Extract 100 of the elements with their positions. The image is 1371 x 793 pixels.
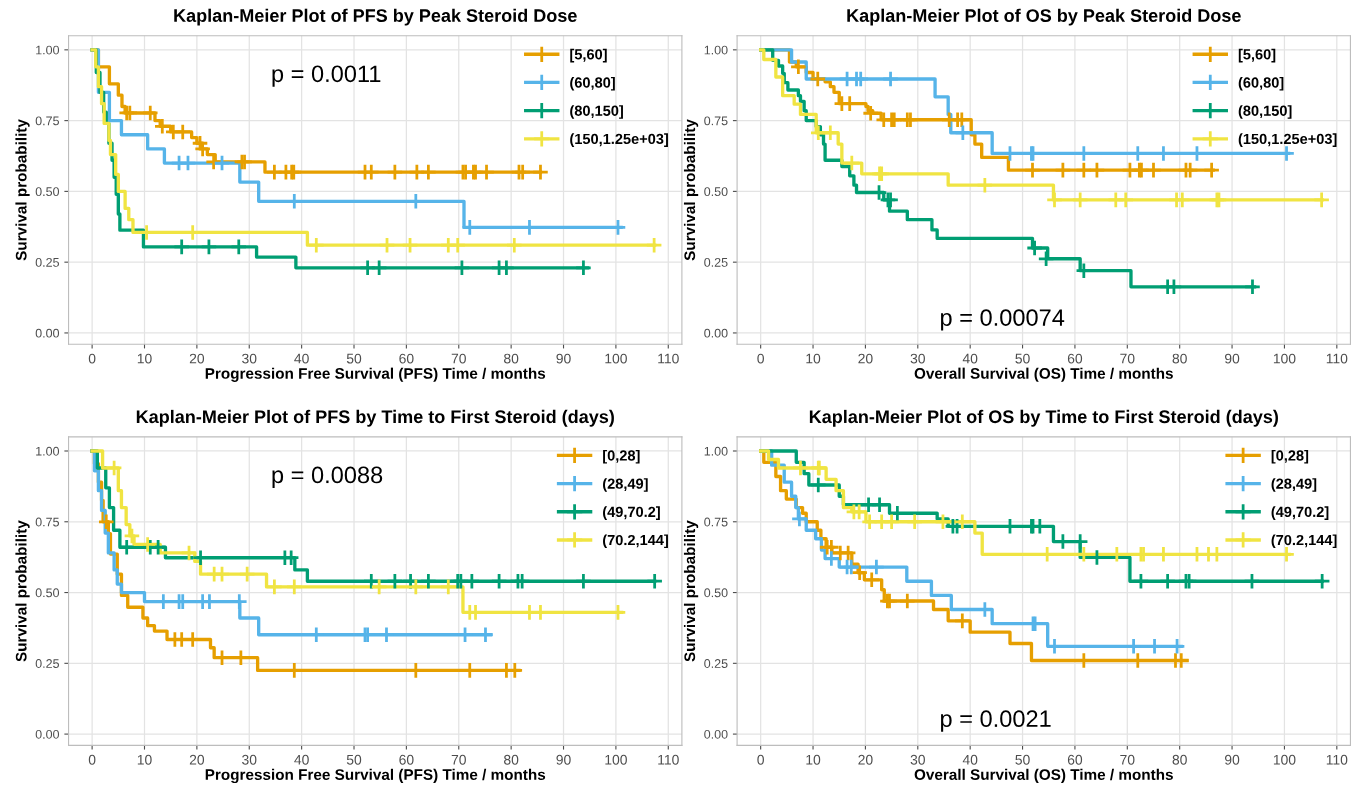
x-tick-label: 20: [858, 353, 873, 364]
chart-title: Kaplan-Meier Plot of OS by Time to First Steroid (days): [809, 409, 1278, 427]
y-tick-label: 0.50: [35, 187, 60, 197]
legend-label: (49,70.2]: [1271, 506, 1329, 520]
x-tick-label: 40: [962, 353, 978, 364]
legend-label: (49,70.2]: [603, 506, 660, 520]
x-tick-label: 60: [399, 353, 414, 364]
y-tick-label: 0.50: [704, 187, 728, 197]
legend-label: (60,80]: [570, 76, 615, 91]
x-tick-label: 60: [1067, 353, 1083, 364]
x-axis-title: Progression Free Survival (PFS) Time / months: [205, 768, 546, 784]
legend-label: (28,49]: [603, 478, 648, 492]
x-axis-title: Overall Survival (OS) Time / months: [914, 768, 1173, 784]
annotation: p = 0.0011: [272, 65, 381, 87]
y-axis-title: Survival probability: [683, 520, 699, 662]
x-tick-label: 10: [137, 353, 152, 364]
x-tick-label: 50: [346, 353, 362, 364]
x-tick-label: 90: [556, 353, 571, 364]
x-tick-label: 10: [806, 754, 821, 765]
annotation: p = 0.0021: [941, 710, 1051, 732]
x-tick-label: 100: [1273, 353, 1296, 364]
x-tick-label: 0: [88, 353, 96, 364]
x-tick-label: 100: [605, 754, 627, 765]
y-tick-label: 0.00: [704, 328, 728, 338]
x-tick-label: 90: [556, 754, 571, 765]
y-tick-label: 0.00: [35, 729, 60, 739]
y-tick-label: 1.00: [36, 45, 60, 55]
x-tick-label: 40: [294, 353, 309, 364]
x-tick-label: 90: [1224, 353, 1240, 364]
y-axis-title: Survival probability: [15, 520, 30, 662]
y-tick-label: 0.25: [704, 257, 728, 267]
x-tick-label: 20: [858, 754, 873, 765]
legend-label: (150,1.25e+03]: [570, 133, 668, 147]
x-tick-label: 0: [88, 754, 96, 765]
x-tick-label: 30: [910, 353, 925, 364]
y-tick-label: 0.50: [35, 588, 60, 598]
x-tick-label: 80: [504, 353, 519, 364]
x-tick-label: 10: [137, 754, 152, 765]
x-tick-label: 50: [346, 754, 362, 765]
y-tick-label: 0.75: [35, 517, 59, 527]
x-axis-title: Progression Free Survival (PFS) Time / months: [205, 367, 546, 382]
x-tick-label: 110: [1326, 353, 1348, 364]
x-tick-label: 90: [1224, 754, 1240, 765]
y-axis-title: Survival probability: [683, 119, 699, 261]
x-tick-label: 100: [605, 353, 627, 364]
x-tick-label: 60: [1067, 754, 1083, 765]
x-tick-label: 40: [962, 754, 978, 765]
y-tick-label: 1.00: [704, 45, 728, 55]
x-tick-label: 80: [1172, 754, 1187, 765]
y-tick-label: 0.75: [35, 116, 59, 126]
x-tick-label: 70: [1120, 353, 1135, 364]
x-tick-label: 70: [451, 754, 466, 765]
chart-title: Kaplan-Meier Plot of PFS by Time to First Steroid (days): [136, 409, 614, 427]
y-tick-label: 0.25: [704, 659, 728, 668]
legend-label: [5,60]: [1238, 48, 1276, 63]
legend-label: (70.2,144]: [603, 534, 668, 549]
x-tick-label: 10: [806, 353, 821, 364]
x-tick-label: 80: [504, 754, 519, 765]
x-tick-label: 50: [1015, 353, 1030, 364]
x-tick-label: 70: [451, 353, 466, 364]
y-tick-label: 0.25: [35, 257, 59, 267]
x-tick-label: 40: [294, 754, 309, 765]
legend-label: (80,150]: [570, 105, 623, 119]
x-tick-label: 20: [189, 353, 205, 364]
x-tick-label: 110: [1326, 754, 1348, 765]
x-tick-label: 110: [658, 754, 679, 765]
y-tick-label: 0.50: [704, 588, 728, 598]
legend-label: [5,60]: [570, 48, 607, 63]
legend-label: (70.2,144]: [1271, 534, 1337, 549]
legend-label: (150,1.25e+03]: [1238, 133, 1337, 147]
y-tick-label: 0.25: [35, 659, 59, 668]
x-tick-label: 70: [1120, 754, 1135, 765]
y-tick-label: 0.00: [35, 328, 60, 338]
y-tick-label: 1.00: [36, 446, 60, 456]
legend-label: (28,49]: [1271, 478, 1317, 492]
chart-title: Kaplan-Meier Plot of PFS by Peak Steroid Dose: [174, 8, 577, 26]
x-tick-label: 50: [1015, 754, 1030, 765]
annotation: p = 0.00074: [941, 309, 1065, 331]
x-tick-label: 30: [242, 754, 257, 765]
y-tick-label: 0.75: [704, 116, 728, 126]
x-tick-label: 100: [1273, 754, 1296, 765]
y-tick-label: 0.75: [704, 517, 728, 527]
chart-title: Kaplan-Meier Plot of OS by Peak Steroid Dose: [847, 8, 1241, 26]
legend-label: [0,28]: [1271, 449, 1309, 464]
x-tick-label: 0: [757, 754, 764, 765]
legend-label: (80,150]: [1238, 105, 1292, 119]
x-tick-label: 110: [658, 353, 679, 364]
x-tick-label: 0: [757, 353, 764, 364]
x-tick-label: 30: [242, 353, 257, 364]
x-axis-title: Overall Survival (OS) Time / months: [914, 367, 1173, 382]
legend-label: (60,80]: [1238, 76, 1284, 91]
y-tick-label: 0.00: [704, 729, 728, 739]
x-tick-label: 80: [1172, 353, 1187, 364]
legend-label: [0,28]: [603, 449, 640, 464]
y-tick-label: 1.00: [704, 446, 728, 456]
x-tick-label: 60: [399, 754, 414, 765]
x-tick-label: 30: [910, 754, 925, 765]
x-tick-label: 20: [189, 754, 205, 765]
y-axis-title: Survival probability: [15, 119, 30, 261]
annotation: p = 0.0088: [272, 466, 383, 488]
